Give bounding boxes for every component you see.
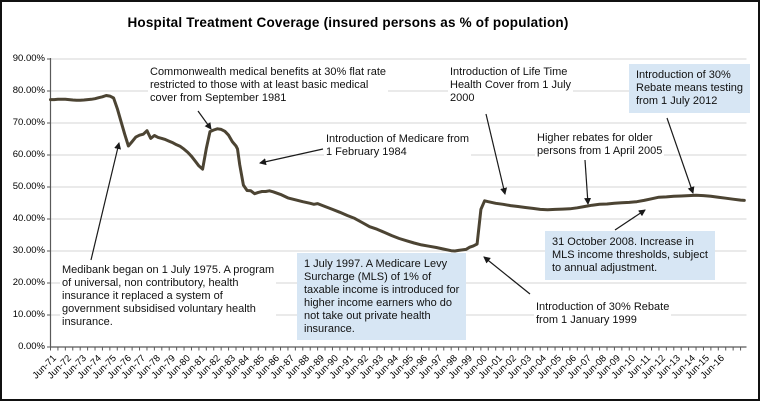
annotation-mls-surcharge-1997: 1 July 1997. A Medicare Levy Surcharge (…: [297, 253, 467, 341]
annotation-commonwealth-benefits-1981: Commonwealth medical benefits at 30% fla…: [148, 65, 389, 106]
annotation-medicare-1984: Introduction of Medicare from 1 February…: [324, 132, 472, 160]
annotation-higher-rebates-2005: Higher rebates for older persons from 1 …: [535, 131, 665, 159]
y-axis-tick-label: 0.00%: [18, 341, 45, 352]
annotation-medibank-1975: Medibank began on 1 July 1975. A program…: [60, 263, 277, 330]
annotation-30pct-rebate-1999: Introduction of 30% Rebate from 1 Januar…: [534, 300, 672, 328]
y-axis-tick-label: 30.00%: [12, 245, 45, 256]
arrow-commonwealth-1981: [197, 110, 212, 130]
arrow-means-testing-2012: [666, 117, 695, 194]
arrow-medicare-1984: [259, 148, 324, 166]
coverage-line-series: [49, 94, 746, 253]
y-axis-tick-label: 60.00%: [12, 149, 45, 160]
y-axis-tick-label: 20.00%: [12, 277, 45, 288]
annotation-lifetime-health-cover-2000: Introduction of Life Time Health Cover f…: [448, 65, 574, 106]
arrow-mls-thresholds-2008: [614, 209, 646, 231]
annotation-rebate-means-testing-2012: Introduction of 30% Rebate means testing…: [629, 64, 751, 113]
y-axis-tick-label: 90.00%: [12, 53, 45, 64]
arrow-medibank-1975: [90, 142, 122, 261]
arrow-lifetime-2000: [485, 113, 508, 195]
y-axis-tick-label: 80.00%: [12, 85, 45, 96]
chart-title: Hospital Treatment Coverage (insured per…: [127, 15, 569, 30]
arrow-30pct-rebate-1999: [483, 256, 531, 295]
y-axis-tick-label: 40.00%: [12, 213, 45, 224]
y-axis-tick-label: 70.00%: [12, 117, 45, 128]
y-axis-tick-label: 10.00%: [12, 309, 45, 320]
annotation-mls-thresholds-2008: 31 October 2008. Increase in MLS income …: [545, 231, 715, 280]
y-axis-tick-label: 50.00%: [12, 181, 45, 192]
arrow-higher-rebates-2005: [584, 159, 592, 205]
